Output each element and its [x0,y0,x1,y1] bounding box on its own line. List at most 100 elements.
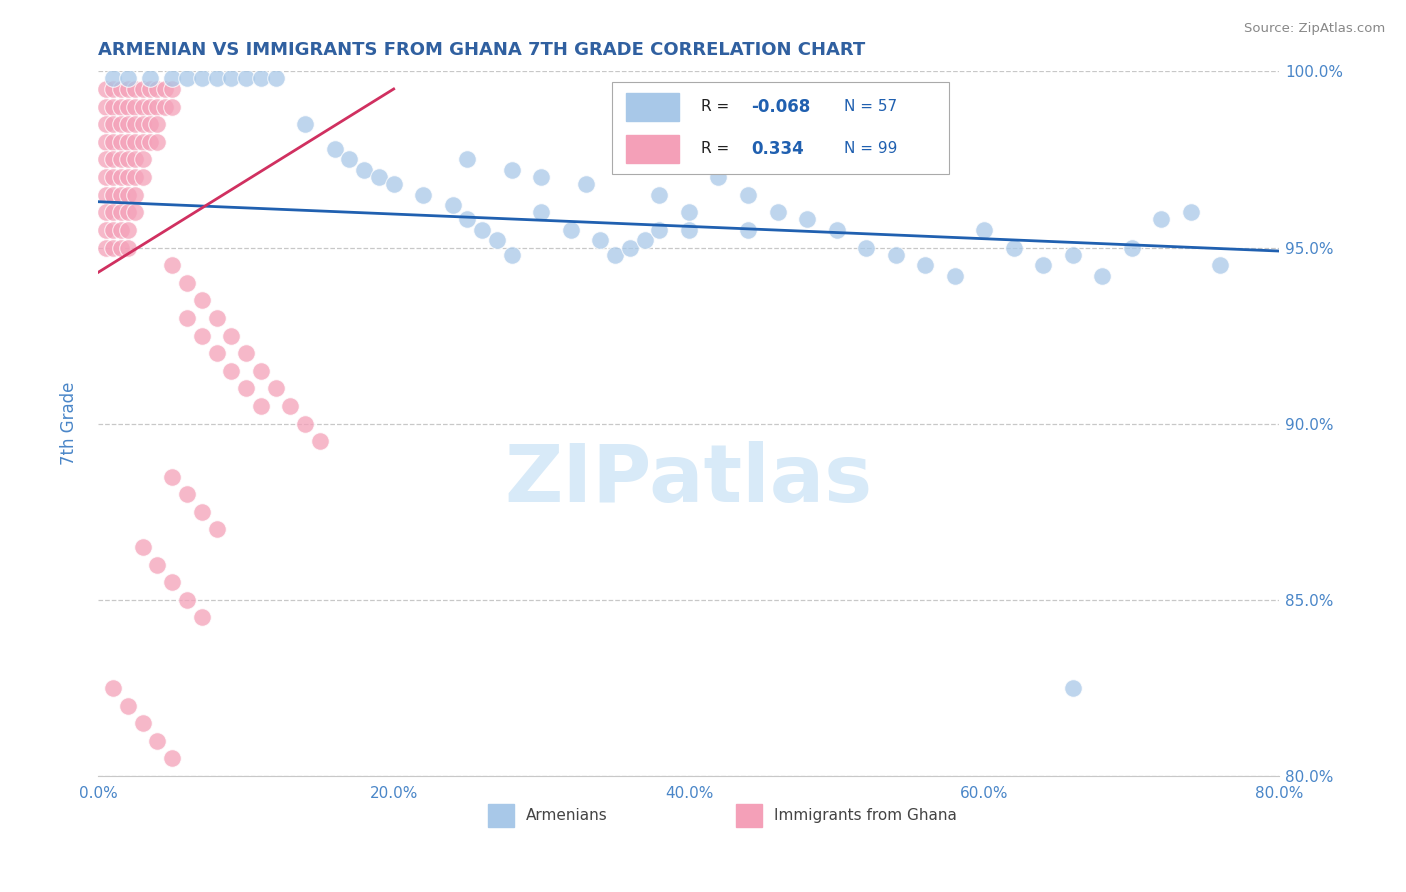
FancyBboxPatch shape [612,82,949,174]
Point [117,99,139,113]
Point [132,135,155,149]
Point [103,681,125,695]
Point [855,240,877,254]
Point [117,135,139,149]
Point [139,135,162,149]
Point [648,187,671,202]
Point [191,610,214,624]
Point [294,117,316,131]
Point [191,328,214,343]
Point [132,540,155,554]
Bar [626,93,679,120]
Point [103,153,125,167]
Point [825,223,848,237]
Text: Immigrants from Ghana: Immigrants from Ghana [773,808,957,823]
Point [191,505,214,519]
Point [501,163,523,178]
Bar [626,135,679,163]
Point [132,99,155,113]
Point [117,153,139,167]
Point [235,381,257,395]
Point [153,99,176,113]
Point [124,82,146,96]
Point [132,82,155,96]
Point [146,99,169,113]
Point [117,240,139,254]
Point [589,234,612,248]
Point [1121,240,1143,254]
Point [146,558,169,572]
Point [766,205,789,219]
Point [176,310,198,325]
Point [162,99,183,113]
Point [94,99,117,113]
Point [162,71,183,86]
Point [973,223,995,237]
Point [619,240,641,254]
Point [221,71,243,86]
Point [235,346,257,360]
Point [205,346,228,360]
Text: ARMENIAN VS IMMIGRANTS FROM GHANA 7TH GRADE CORRELATION CHART: ARMENIAN VS IMMIGRANTS FROM GHANA 7TH GR… [98,41,866,59]
Point [117,223,139,237]
Point [117,205,139,219]
Point [110,205,132,219]
Point [294,417,316,431]
Point [110,82,132,96]
Point [471,223,494,237]
Point [323,142,346,156]
Point [205,310,228,325]
Point [737,223,759,237]
Point [1209,258,1232,272]
Point [205,522,228,536]
Point [309,434,332,449]
Point [191,293,214,308]
Text: ZIPatlas: ZIPatlas [505,441,873,519]
Point [707,169,730,184]
Point [124,117,146,131]
Point [914,258,936,272]
Point [124,169,146,184]
Point [110,153,132,167]
Point [1062,247,1084,261]
Bar [737,805,762,827]
Point [94,135,117,149]
Point [575,177,598,191]
Point [139,99,162,113]
Point [530,205,553,219]
Text: -0.068: -0.068 [752,97,811,116]
Point [132,716,155,731]
Point [1180,205,1202,219]
Point [1062,681,1084,695]
Point [264,381,287,395]
Point [132,153,155,167]
Point [884,247,907,261]
Point [353,163,375,178]
Point [94,153,117,167]
Point [280,399,302,413]
Point [221,364,243,378]
Point [191,71,214,86]
Point [796,212,818,227]
Point [1032,258,1054,272]
Point [678,223,700,237]
Point [103,82,125,96]
Point [560,223,582,237]
Y-axis label: 7th Grade: 7th Grade [59,382,77,466]
Point [103,71,125,86]
Point [103,205,125,219]
Point [110,187,132,202]
Text: R =: R = [700,99,734,114]
Text: N = 99: N = 99 [844,141,897,156]
Point [110,223,132,237]
Point [117,187,139,202]
Point [441,198,464,212]
Point [110,135,132,149]
Point [176,487,198,501]
Point [139,117,162,131]
Point [162,82,183,96]
Point [162,469,183,483]
Point [382,177,405,191]
Point [117,117,139,131]
Point [368,169,391,184]
